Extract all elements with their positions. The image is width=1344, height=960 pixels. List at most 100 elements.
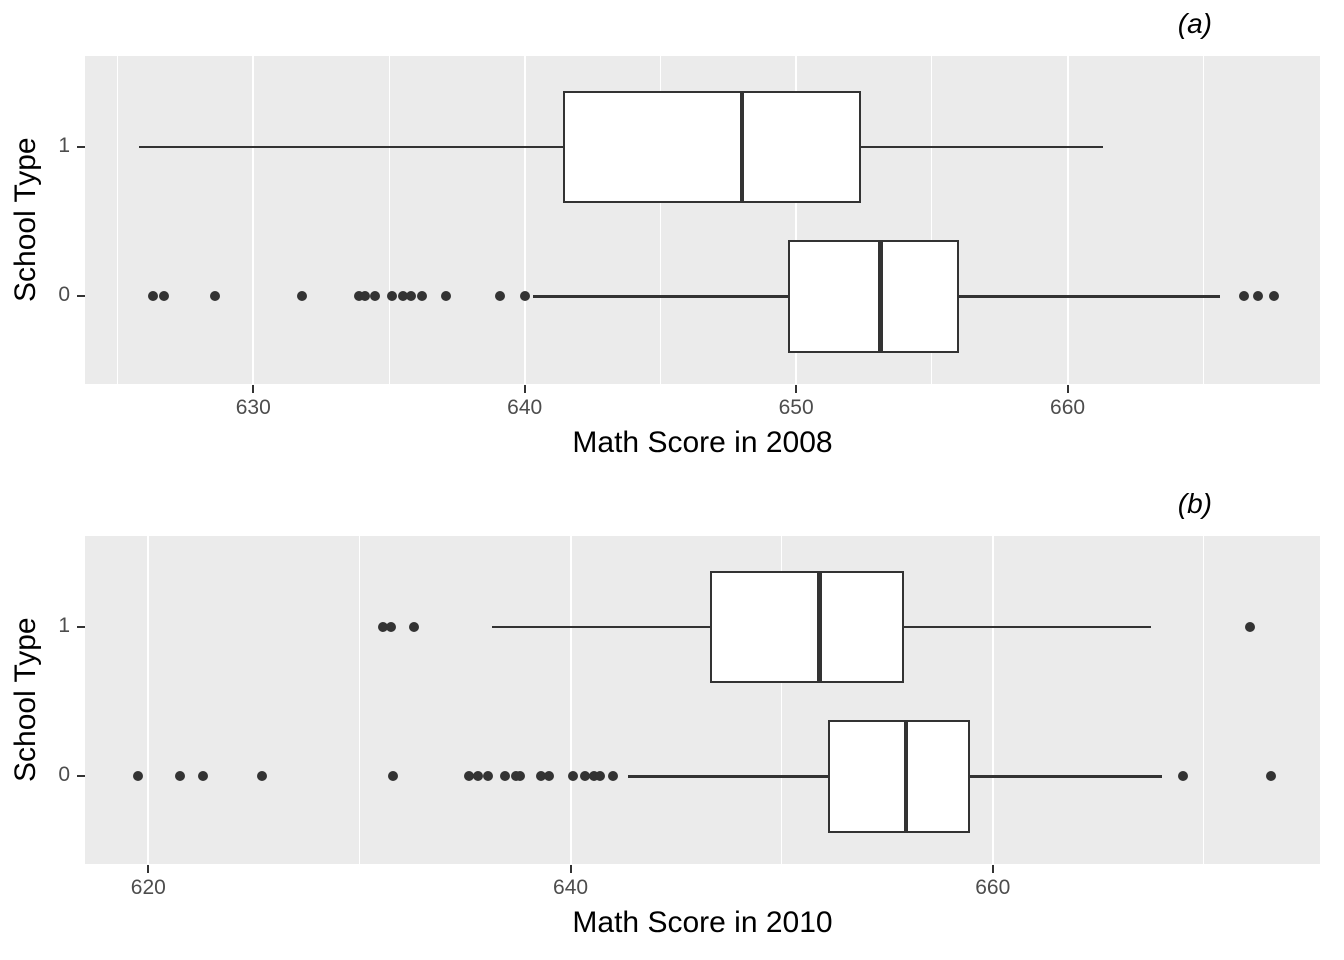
whisker-high xyxy=(969,775,1162,778)
outlier-point xyxy=(175,771,185,782)
outlier-point xyxy=(354,291,365,302)
outlier-point xyxy=(464,771,475,782)
whisker-high xyxy=(861,145,1103,149)
outlier-point xyxy=(370,291,381,302)
outlier-point xyxy=(386,622,397,633)
plot-area-a xyxy=(85,56,1320,384)
gridline-major xyxy=(252,56,255,384)
x-tick-mark xyxy=(991,865,994,873)
outlier-point xyxy=(441,291,451,302)
box xyxy=(562,91,862,204)
outlier-point xyxy=(472,771,483,782)
outlier-point xyxy=(210,291,221,302)
outlier-point xyxy=(544,771,555,782)
gridline-major xyxy=(991,536,994,864)
x-tick-label: 620 xyxy=(130,876,166,899)
gridline-minor xyxy=(117,56,119,384)
x-tick-mark xyxy=(523,385,526,393)
y-tick-mark xyxy=(77,146,85,149)
x-tick-label: 660 xyxy=(975,876,1011,899)
outlier-point xyxy=(1268,291,1279,302)
median-line xyxy=(739,91,745,204)
x-tick-label: 650 xyxy=(778,396,814,419)
outlier-point xyxy=(483,771,494,782)
outlier-point xyxy=(1177,771,1188,782)
outlier-point xyxy=(257,771,268,782)
gridline-minor xyxy=(358,536,360,864)
gridline-major xyxy=(1066,56,1069,384)
outlier-point xyxy=(388,771,399,782)
x-tick-label: 640 xyxy=(553,876,589,899)
x-tick-mark xyxy=(147,865,150,873)
outlier-point xyxy=(409,622,420,633)
gridline-minor xyxy=(388,56,390,384)
gridline-major xyxy=(523,56,526,384)
median-line xyxy=(903,720,909,833)
whisker-low xyxy=(627,775,829,778)
plot-area-b xyxy=(85,536,1320,864)
y-tick-label: 1 xyxy=(58,614,70,638)
y-tick-label: 1 xyxy=(58,134,70,158)
outlier-point xyxy=(158,291,169,302)
outlier-point xyxy=(386,291,397,302)
panel-tag-b: (b) xyxy=(1177,488,1212,519)
outlier-point xyxy=(297,291,308,302)
outlier-point xyxy=(198,771,209,782)
box xyxy=(709,571,905,684)
whisker-high xyxy=(959,295,1220,298)
gridline-minor xyxy=(931,56,933,384)
outlier-point xyxy=(1245,622,1256,633)
outlier-point xyxy=(519,291,530,302)
outlier-point xyxy=(405,291,416,302)
y-tick-mark xyxy=(77,626,85,629)
outlier-point xyxy=(147,291,158,302)
outlier-point xyxy=(416,291,427,302)
gridline-minor xyxy=(1202,56,1204,384)
box xyxy=(828,720,970,833)
x-tick-mark xyxy=(252,385,255,393)
outlier-point xyxy=(580,771,591,782)
x-axis-b: 620 640 660 xyxy=(85,864,1320,910)
gridline-minor xyxy=(781,536,783,864)
box xyxy=(788,240,959,353)
x-tick-mark xyxy=(795,385,798,393)
outlier-point xyxy=(514,771,525,782)
outlier-point xyxy=(500,771,511,782)
outlier-point xyxy=(132,771,143,782)
panel-tag-a: (a) xyxy=(1177,8,1212,39)
gridline-minor xyxy=(1203,536,1205,864)
outlier-point xyxy=(1239,291,1249,302)
outlier-point xyxy=(607,771,618,782)
y-tick-label: 0 xyxy=(58,763,70,787)
x-tick-label: 640 xyxy=(507,396,543,419)
outlier-point xyxy=(397,291,408,302)
outlier-point xyxy=(1266,771,1277,782)
x-axis-a: 630 640 650 660 xyxy=(85,384,1320,430)
whisker-low xyxy=(492,625,710,629)
outlier-point xyxy=(377,622,388,633)
outlier-point xyxy=(359,291,370,302)
outlier-point xyxy=(595,771,606,782)
outlier-point xyxy=(588,771,599,782)
y-tick-label: 0 xyxy=(58,283,70,307)
whisker-high xyxy=(904,625,1152,629)
x-axis-title-b: Math Score in 2010 xyxy=(572,906,833,939)
gridline-major xyxy=(795,56,798,384)
gridline-minor xyxy=(659,56,661,384)
median-line xyxy=(878,240,883,353)
x-tick-label: 630 xyxy=(235,396,271,419)
outlier-point xyxy=(567,771,578,782)
outlier-point xyxy=(536,771,546,782)
whisker-low xyxy=(532,295,788,298)
gridline-major xyxy=(569,536,572,864)
y-tick-mark xyxy=(77,775,85,778)
x-axis-title-a: Math Score in 2008 xyxy=(572,426,833,459)
median-line xyxy=(817,571,822,684)
whisker-low xyxy=(139,145,563,149)
outlier-point xyxy=(1252,291,1263,302)
x-tick-label: 660 xyxy=(1050,396,1086,419)
